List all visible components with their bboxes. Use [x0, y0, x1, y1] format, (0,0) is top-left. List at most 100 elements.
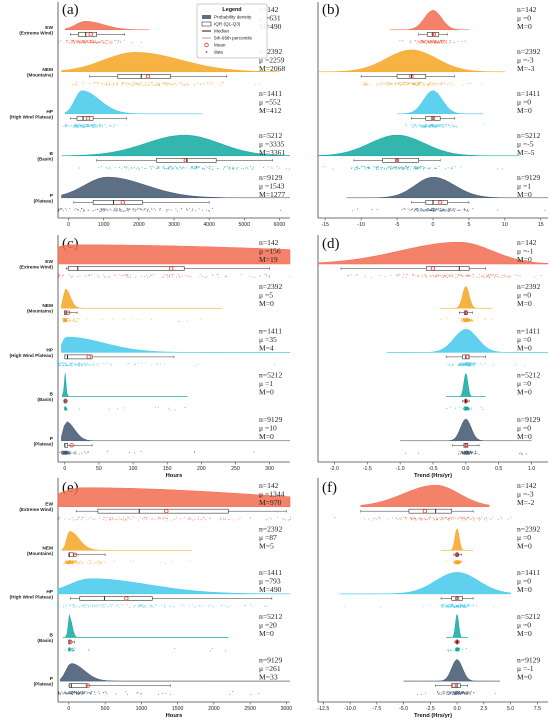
data-point: [69, 320, 71, 321]
data-point: [393, 167, 395, 169]
data-point: [456, 560, 458, 562]
data-point: [94, 124, 95, 126]
data-point: [424, 126, 426, 128]
data-points: [58, 207, 282, 212]
data-point: [475, 453, 477, 454]
data-point: [432, 210, 434, 212]
data-point: [409, 41, 411, 43]
data-point: [395, 82, 396, 84]
data-point: [389, 83, 391, 85]
data-point: [472, 362, 474, 364]
data-point: [73, 604, 75, 606]
data-point: [89, 124, 91, 126]
data-point: [84, 692, 86, 694]
data-point: [60, 207, 62, 209]
data-point: [77, 518, 79, 520]
group-sublabel: (Mountains): [27, 309, 53, 314]
data-point: [445, 516, 447, 518]
data-point: [441, 42, 443, 44]
data-point: [453, 210, 455, 212]
data-point: [72, 363, 74, 365]
data-point: [85, 364, 87, 366]
data-point: [407, 167, 409, 169]
data-point: [137, 82, 139, 84]
data-point: [456, 649, 458, 651]
density-curve: [317, 241, 549, 265]
data-point: [62, 318, 64, 320]
data-point: [464, 451, 466, 453]
data-point: [67, 365, 69, 366]
data-point: [208, 210, 210, 211]
data-point: [119, 42, 121, 44]
data-point: [93, 126, 95, 128]
data-point: [114, 167, 116, 169]
data-point: [62, 604, 64, 606]
data-point: [421, 42, 422, 44]
data-point: [263, 167, 264, 168]
data-point: [163, 166, 165, 168]
data-point: [65, 320, 67, 322]
data-point: [515, 363, 517, 365]
data-point: [68, 318, 70, 320]
data-point: [435, 40, 437, 42]
data-point: [68, 648, 70, 650]
data-point: [157, 82, 159, 84]
data-point: [196, 82, 198, 84]
data-point: [117, 603, 119, 605]
x-tick-label: 0: [67, 222, 70, 228]
data-point: [472, 516, 474, 518]
data-point: [263, 605, 265, 607]
data-point: [229, 166, 231, 168]
data-point: [63, 450, 65, 452]
data-point: [423, 82, 425, 84]
data-point: [58, 692, 59, 694]
data-point: [424, 40, 426, 42]
data-point: [462, 365, 464, 367]
data-point: [448, 518, 450, 520]
data-point: [173, 606, 175, 608]
data-point: [186, 209, 188, 211]
data-point: [125, 518, 127, 520]
data-point: [79, 516, 81, 518]
data-point: [466, 319, 468, 321]
data-point: [70, 693, 72, 695]
group-label: NEM: [42, 545, 53, 551]
data-point: [354, 168, 356, 170]
stat-median: M=0: [259, 388, 274, 397]
data-point: [497, 209, 499, 211]
data-point: [103, 516, 105, 518]
data-point: [388, 165, 390, 167]
data-point: [180, 518, 182, 520]
data-point: [439, 124, 441, 126]
data-point: [475, 362, 477, 364]
data-point: [445, 604, 447, 605]
data-point: [74, 451, 76, 453]
data-point: [134, 209, 136, 211]
data-point: [86, 275, 87, 277]
data-point: [441, 519, 443, 521]
data-point: [90, 693, 92, 695]
data-point: [464, 319, 466, 321]
data-point: [77, 41, 79, 43]
mean-marker: [68, 639, 73, 645]
x-tick-label: 3000: [281, 706, 293, 712]
data-point: [456, 691, 457, 693]
data-point: [472, 364, 474, 366]
data-point: [201, 605, 203, 607]
legend-label: data: [214, 50, 223, 55]
data-point: [184, 517, 185, 519]
stat-n: n=2392: [517, 525, 540, 534]
data-point: [266, 275, 268, 277]
data-point: [155, 604, 157, 606]
data-point: [78, 691, 80, 693]
data-point: [460, 451, 462, 453]
data-point: [485, 363, 487, 365]
data-point: [78, 516, 79, 518]
data-point: [416, 209, 418, 211]
data-point: [437, 42, 439, 44]
data-point: [69, 691, 71, 693]
stat-n: n=9129: [517, 415, 540, 424]
